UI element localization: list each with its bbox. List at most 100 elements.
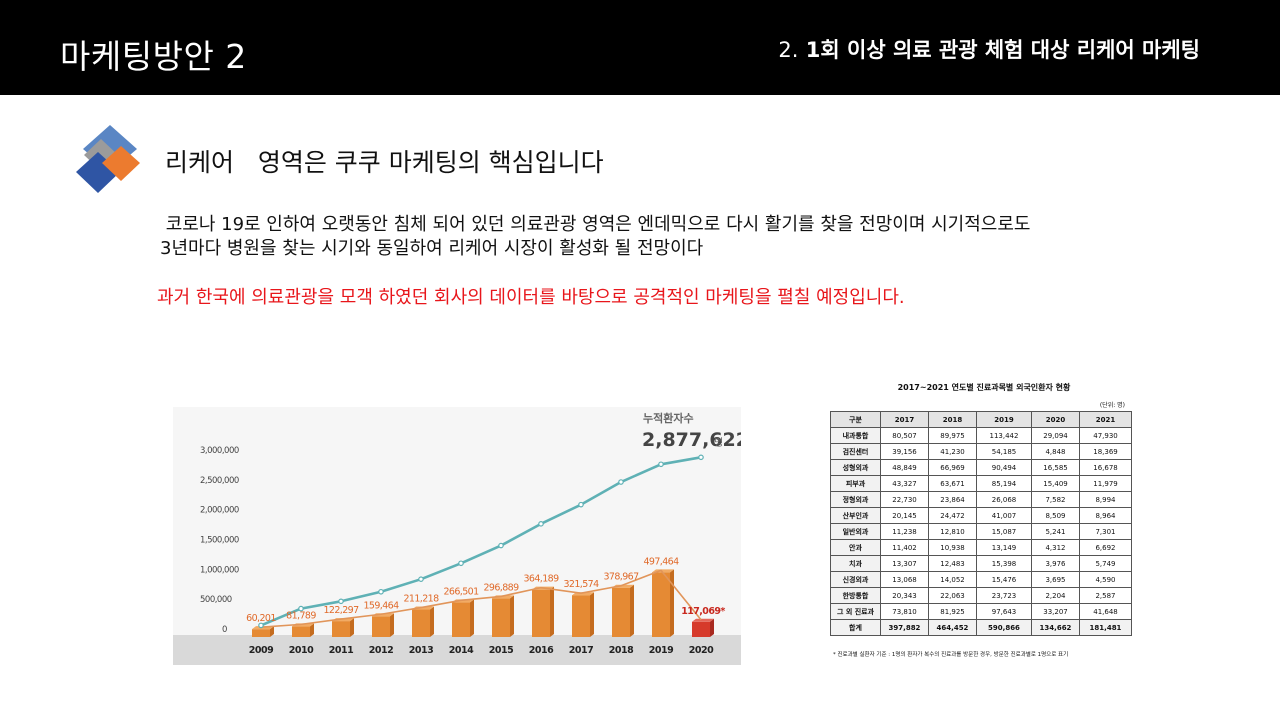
subtitle-text: 1회 이상 의료 관광 체험 대상 리케어 마케팅 xyxy=(805,38,1200,62)
table-header-cell: 2020 xyxy=(1031,411,1080,428)
table-row-header: 피부과 xyxy=(830,475,881,492)
data-table: 구분 2017 2018 2019 2020 2021 내과통합 80,507 89,975 1… xyxy=(830,411,1132,636)
x-tick-label: 2012 xyxy=(369,645,393,656)
cumulative-point xyxy=(618,479,624,485)
table-header-cell: 2017 xyxy=(880,411,929,428)
table-cell: 41,648 xyxy=(1079,603,1132,620)
table-cell: 12,810 xyxy=(928,523,977,540)
bar-side xyxy=(350,618,354,637)
table-note: * 진료과별 실환자 기준 : 1명의 환자가 복수의 진료과를 방문한 경우,… xyxy=(833,652,1069,658)
table-cell: 26,068 xyxy=(976,491,1032,508)
data-label: 266,501 xyxy=(443,586,479,597)
table-cell: 43,327 xyxy=(880,475,929,492)
table-cell: 397,882 xyxy=(880,619,929,636)
cumulative-point xyxy=(578,501,584,508)
table-cell: 22,063 xyxy=(928,587,977,604)
bar-side xyxy=(710,618,714,637)
cumulative-point xyxy=(458,560,464,567)
table-cell: 15,398 xyxy=(976,555,1032,572)
table-cell: 39,156 xyxy=(880,443,929,460)
y-tick-label: 2,500,000 xyxy=(200,476,239,486)
table-cell: 590,866 xyxy=(976,619,1032,636)
table-cell: 8,994 xyxy=(1079,491,1132,508)
table-cell: 134,662 xyxy=(1031,619,1080,636)
table-cell: 90,494 xyxy=(976,459,1032,476)
bar xyxy=(532,589,550,637)
diamond-logo-icon xyxy=(76,125,140,193)
table-header-cell: 2018 xyxy=(928,411,977,428)
bar-side xyxy=(670,569,674,637)
table-row: 신경외과 13,068 14,052 15,476 3,695 4,590 xyxy=(830,571,1132,588)
bar xyxy=(332,621,350,637)
x-tick-label: 2019 xyxy=(649,645,673,656)
table-cell: 464,452 xyxy=(928,619,977,636)
section-heading: 리케어 영역은 쿠쿠 마케팅의 핵심입니다 xyxy=(165,148,604,177)
y-tick-label: 1,000,000 xyxy=(200,565,239,575)
bar-side xyxy=(390,613,394,637)
table-header-cell: 2019 xyxy=(976,411,1032,428)
table-cell: 4,848 xyxy=(1031,443,1080,460)
bar-side xyxy=(590,592,594,637)
bar-side xyxy=(550,586,554,637)
table-row: 일반외과 11,238 12,810 15,087 5,241 7,301 xyxy=(830,523,1132,540)
table-row: 성형외과 48,849 66,969 90,494 16,585 16,678 xyxy=(830,459,1132,476)
cumulative-line xyxy=(260,456,702,627)
chart-title: 누적환자수 xyxy=(643,411,694,425)
y-tick-label: 2,000,000 xyxy=(200,506,239,516)
table-cell: 7,582 xyxy=(1031,491,1080,508)
table-cell: 11,238 xyxy=(880,523,929,540)
table-cell: 6,692 xyxy=(1079,539,1132,556)
bar xyxy=(612,587,630,637)
table-row-header: 치과 xyxy=(830,555,881,572)
table-cell: 5,749 xyxy=(1079,555,1132,572)
table-cell: 97,643 xyxy=(976,603,1032,620)
subtitle-number: 2. xyxy=(778,38,799,62)
table-header-cell: 2021 xyxy=(1079,411,1132,428)
data-label: 117,069* xyxy=(681,606,725,617)
table-cell: 54,185 xyxy=(976,443,1032,460)
bar xyxy=(292,626,310,637)
x-tick-label: 2010 xyxy=(289,645,314,656)
data-label: 211,218 xyxy=(403,594,439,605)
bar-side xyxy=(310,623,314,637)
table-header-cell: 구분 xyxy=(830,411,881,428)
table-cell: 7,301 xyxy=(1079,523,1132,540)
bar xyxy=(252,629,270,637)
patient-table: 2017~2021 연도별 진료과목별 외국인환자 현황 (단위: 명) 구분 2… xyxy=(829,380,1139,670)
data-label: 296,889 xyxy=(483,582,519,593)
table-row: 산부인과 20,145 24,472 41,007 8,509 8,964 xyxy=(830,507,1132,524)
table-cell: 12,483 xyxy=(928,555,977,572)
table-cell: 85,194 xyxy=(976,475,1032,492)
bar xyxy=(372,616,390,637)
highlight-text: 과거 한국에 의료관광을 모객 하였던 회사의 데이터를 바탕으로 공격적인 마… xyxy=(157,287,905,308)
bar-side xyxy=(470,599,474,637)
cumulative-point xyxy=(658,461,664,468)
bar-side xyxy=(430,606,434,637)
table-cell: 3,695 xyxy=(1031,571,1080,588)
table-row-header: 내과통합 xyxy=(830,427,881,444)
table-cell: 20,145 xyxy=(880,507,929,524)
table-cell: 73,810 xyxy=(880,603,929,620)
data-label: 159,464 xyxy=(363,600,399,611)
x-tick-label: 2014 xyxy=(449,645,474,656)
table-cell: 13,068 xyxy=(880,571,929,588)
bar-top xyxy=(692,618,714,622)
table-row-header: 산부인과 xyxy=(830,507,881,524)
table-cell: 48,849 xyxy=(880,459,929,476)
y-tick-label: 1,500,000 xyxy=(200,536,239,546)
table-cell: 81,925 xyxy=(928,603,977,620)
table-cell: 80,507 xyxy=(880,427,929,444)
table-row: 합계 397,882 464,452 590,866 134,662 181,481 xyxy=(830,619,1132,636)
table-title: 2017~2021 연도별 진료과목별 외국인환자 현황 xyxy=(897,383,1071,392)
table-cell: 16,585 xyxy=(1031,459,1080,476)
cumulative-point xyxy=(338,598,344,605)
table-cell: 47,930 xyxy=(1079,427,1132,444)
paragraph-line-1: 코로나 19로 인하여 오랫동안 침체 되어 있던 의료관광 영역은 엔데믹으로… xyxy=(160,214,1031,235)
bar xyxy=(652,572,670,637)
x-tick-label: 2017 xyxy=(569,645,593,656)
table-row-header: 성형외과 xyxy=(830,459,881,476)
table-row-header: 정형외과 xyxy=(830,491,881,508)
table-cell: 11,402 xyxy=(880,539,929,556)
table-cell: 41,007 xyxy=(976,507,1032,524)
x-tick-label: 2020 xyxy=(689,645,714,656)
